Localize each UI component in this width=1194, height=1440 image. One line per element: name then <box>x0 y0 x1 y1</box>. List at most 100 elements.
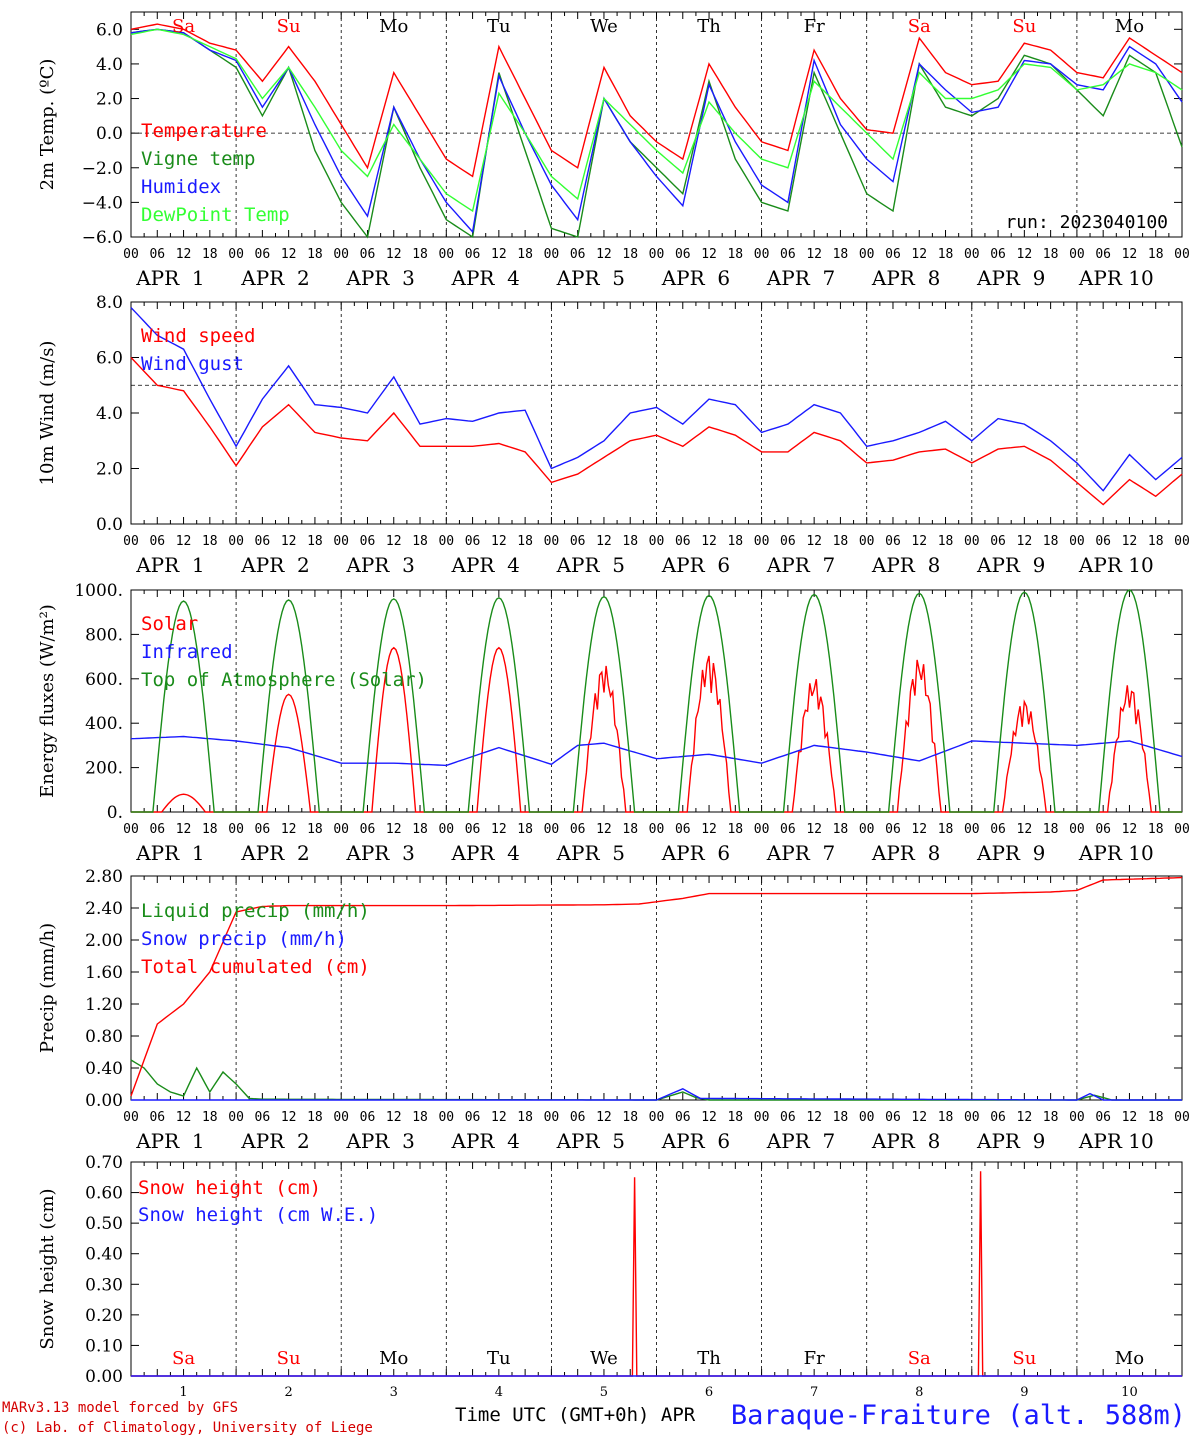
hour-tick-label: 12 <box>491 1110 507 1125</box>
date-label: APR 1 <box>135 553 204 577</box>
hour-tick-label: 06 <box>990 822 1006 837</box>
hour-tick-label: 06 <box>255 247 271 262</box>
day-number: 9 <box>1020 1385 1028 1400</box>
hour-tick-label: 12 <box>176 822 192 837</box>
series-line-total-cumulated-cm- <box>130 876 1183 1097</box>
hour-tick-label: 12 <box>911 247 927 262</box>
hour-tick-label: 12 <box>701 534 717 549</box>
date-label: APR 2 <box>240 266 309 290</box>
hour-tick-label: 00 <box>438 822 454 837</box>
hour-tick-label: 12 <box>386 1110 402 1125</box>
hour-tick-label: 00 <box>859 534 875 549</box>
hour-tick-label: 00 <box>859 822 875 837</box>
y-tick-label: 0.20 <box>85 1306 123 1326</box>
date-label: APR 6 <box>661 1129 730 1153</box>
y-tick-label: −6.0 <box>82 228 123 248</box>
y-tick-label: 0.00 <box>85 1367 123 1387</box>
day-number: 1 <box>179 1385 187 1400</box>
hour-tick-label: 00 <box>1069 822 1085 837</box>
y-tick-label: 1000. <box>74 581 123 601</box>
y-axis-label: 10m Wind (m/s) <box>37 341 58 486</box>
hour-tick-label: 12 <box>386 822 402 837</box>
day-name: Mo <box>379 1348 408 1369</box>
hour-tick-label: 00 <box>123 822 139 837</box>
y-tick-label: 0.80 <box>85 1027 123 1047</box>
legend-entry: Wind speed <box>141 325 255 347</box>
day-number: 5 <box>600 1385 608 1400</box>
hour-tick-label: 12 <box>596 822 612 837</box>
y-tick-label: 2.80 <box>85 867 123 887</box>
hour-tick-label: 18 <box>517 1110 533 1125</box>
y-tick-label: 200. <box>85 759 123 779</box>
day-number: 8 <box>915 1385 923 1400</box>
day-name: Su <box>1012 1348 1036 1369</box>
model-credit: MARv3.13 model forced by GFS <box>2 1400 239 1416</box>
hour-tick-label: 12 <box>806 1110 822 1125</box>
date-label: APR 10 <box>1078 553 1154 577</box>
date-label: APR 7 <box>766 266 835 290</box>
day-number: 2 <box>285 1385 293 1400</box>
hour-tick-label: 18 <box>1148 247 1164 262</box>
hour-tick-label: 06 <box>1095 247 1111 262</box>
hour-tick-label: 12 <box>491 822 507 837</box>
hour-tick-label: 18 <box>622 247 638 262</box>
legend-entry: Snow height (cm W.E.) <box>138 1204 378 1226</box>
hour-tick-label: 12 <box>176 1110 192 1125</box>
date-label: APR 7 <box>766 553 835 577</box>
hour-tick-label: 00 <box>1174 822 1190 837</box>
hour-tick-label: 06 <box>570 534 586 549</box>
hour-tick-label: 06 <box>675 247 691 262</box>
hour-tick-label: 00 <box>1174 534 1190 549</box>
hour-tick-label: 12 <box>806 822 822 837</box>
hour-tick-label: 06 <box>1095 1110 1111 1125</box>
time-axis-label: Time UTC (GMT+0h) APR <box>455 1404 696 1426</box>
y-tick-label: 0.40 <box>85 1245 123 1265</box>
y-tick-label: 0. <box>107 803 123 823</box>
hour-tick-label: 12 <box>1017 822 1033 837</box>
day-name: Sa <box>908 16 931 37</box>
date-label: APR 1 <box>135 266 204 290</box>
date-label: APR 5 <box>556 841 625 865</box>
y-tick-label: 0.40 <box>85 1059 123 1079</box>
hour-tick-label: 18 <box>1043 822 1059 837</box>
panel-3 <box>130 589 1183 813</box>
hour-tick-label: 12 <box>1017 534 1033 549</box>
legend-entry: Humidex <box>141 176 221 198</box>
hour-tick-label: 06 <box>465 1110 481 1125</box>
y-tick-label: 0.50 <box>85 1214 123 1234</box>
series-line-humidex <box>130 28 1183 234</box>
hour-tick-label: 12 <box>701 1110 717 1125</box>
hour-tick-label: 00 <box>544 1110 560 1125</box>
day-name: Tu <box>487 16 511 37</box>
day-name: Tu <box>487 1348 511 1369</box>
date-label: APR 5 <box>556 1129 625 1153</box>
hour-tick-label: 06 <box>570 822 586 837</box>
hour-tick-label: 06 <box>360 822 376 837</box>
series-line-wind-gust <box>130 307 1183 492</box>
y-tick-label: 1.60 <box>85 963 123 983</box>
hour-tick-label: 06 <box>255 534 271 549</box>
lab-credit: (c) Lab. of Climatology, University of L… <box>2 1420 373 1436</box>
y-tick-label: 0.0 <box>96 515 123 535</box>
hour-tick-label: 18 <box>833 534 849 549</box>
hour-tick-label: 00 <box>754 822 770 837</box>
hour-tick-label: 12 <box>1122 822 1138 837</box>
date-label: APR 6 <box>661 553 730 577</box>
hour-tick-label: 12 <box>911 534 927 549</box>
hour-tick-label: 18 <box>833 822 849 837</box>
series-line-vigne-temp <box>130 28 1183 239</box>
hour-tick-label: 06 <box>885 822 901 837</box>
panel-5 <box>130 1161 1183 1377</box>
hour-tick-label: 18 <box>833 1110 849 1125</box>
hour-tick-label: 06 <box>465 822 481 837</box>
hour-tick-label: 00 <box>438 1110 454 1125</box>
hour-tick-label: 18 <box>938 822 954 837</box>
hour-tick-label: 06 <box>570 247 586 262</box>
hour-tick-label: 00 <box>964 247 980 262</box>
day-number: 4 <box>495 1385 503 1400</box>
date-label: APR 7 <box>766 1129 835 1153</box>
series-line-dewpoint-temp <box>130 28 1183 213</box>
y-tick-label: 4.0 <box>96 55 123 75</box>
date-label: APR 2 <box>240 841 309 865</box>
hour-tick-label: 18 <box>622 534 638 549</box>
